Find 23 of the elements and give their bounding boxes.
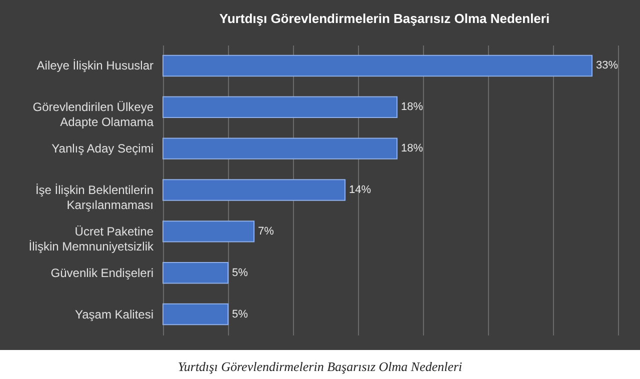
- bar: [162, 96, 398, 118]
- y-tick-label: Ücret Paketine İlişkin Memnuniyetsizlik: [28, 224, 154, 254]
- bar: [162, 54, 592, 77]
- y-tick-label: Aileye İlişkin Hususlar: [36, 58, 154, 73]
- bar: [162, 138, 398, 160]
- y-tick-label: Güvenlik Endişeleri: [50, 266, 154, 280]
- data-label: 18%: [401, 101, 424, 114]
- y-tick-label: Görevlendirilen Ülkeye Adapte Olamama: [32, 100, 154, 130]
- data-label: 18%: [401, 142, 424, 155]
- y-tick-label: Yanlış Aday Seçimi: [52, 142, 154, 156]
- data-label: 5%: [232, 266, 248, 279]
- data-label: 5%: [232, 308, 248, 320]
- bar: [162, 220, 254, 242]
- bar: [162, 303, 228, 326]
- data-label: 14%: [349, 184, 372, 196]
- data-label: 7%: [258, 225, 274, 238]
- chart-title: Yurtdışı Görevlendirmelerin Başarısız Olma Nedenleri: [219, 11, 550, 26]
- text: Yurtdışı Görevlendirmelerin Başarısız Olma Nedenleri: [178, 359, 463, 374]
- y-tick-label: Yaşam Kalitesi: [75, 307, 154, 322]
- y-tick-label: İşe İlişkin Beklentilerin Karşılanmaması: [35, 183, 154, 212]
- bar: [162, 262, 228, 284]
- bar: [162, 179, 346, 201]
- data-label: 33%: [596, 60, 618, 72]
